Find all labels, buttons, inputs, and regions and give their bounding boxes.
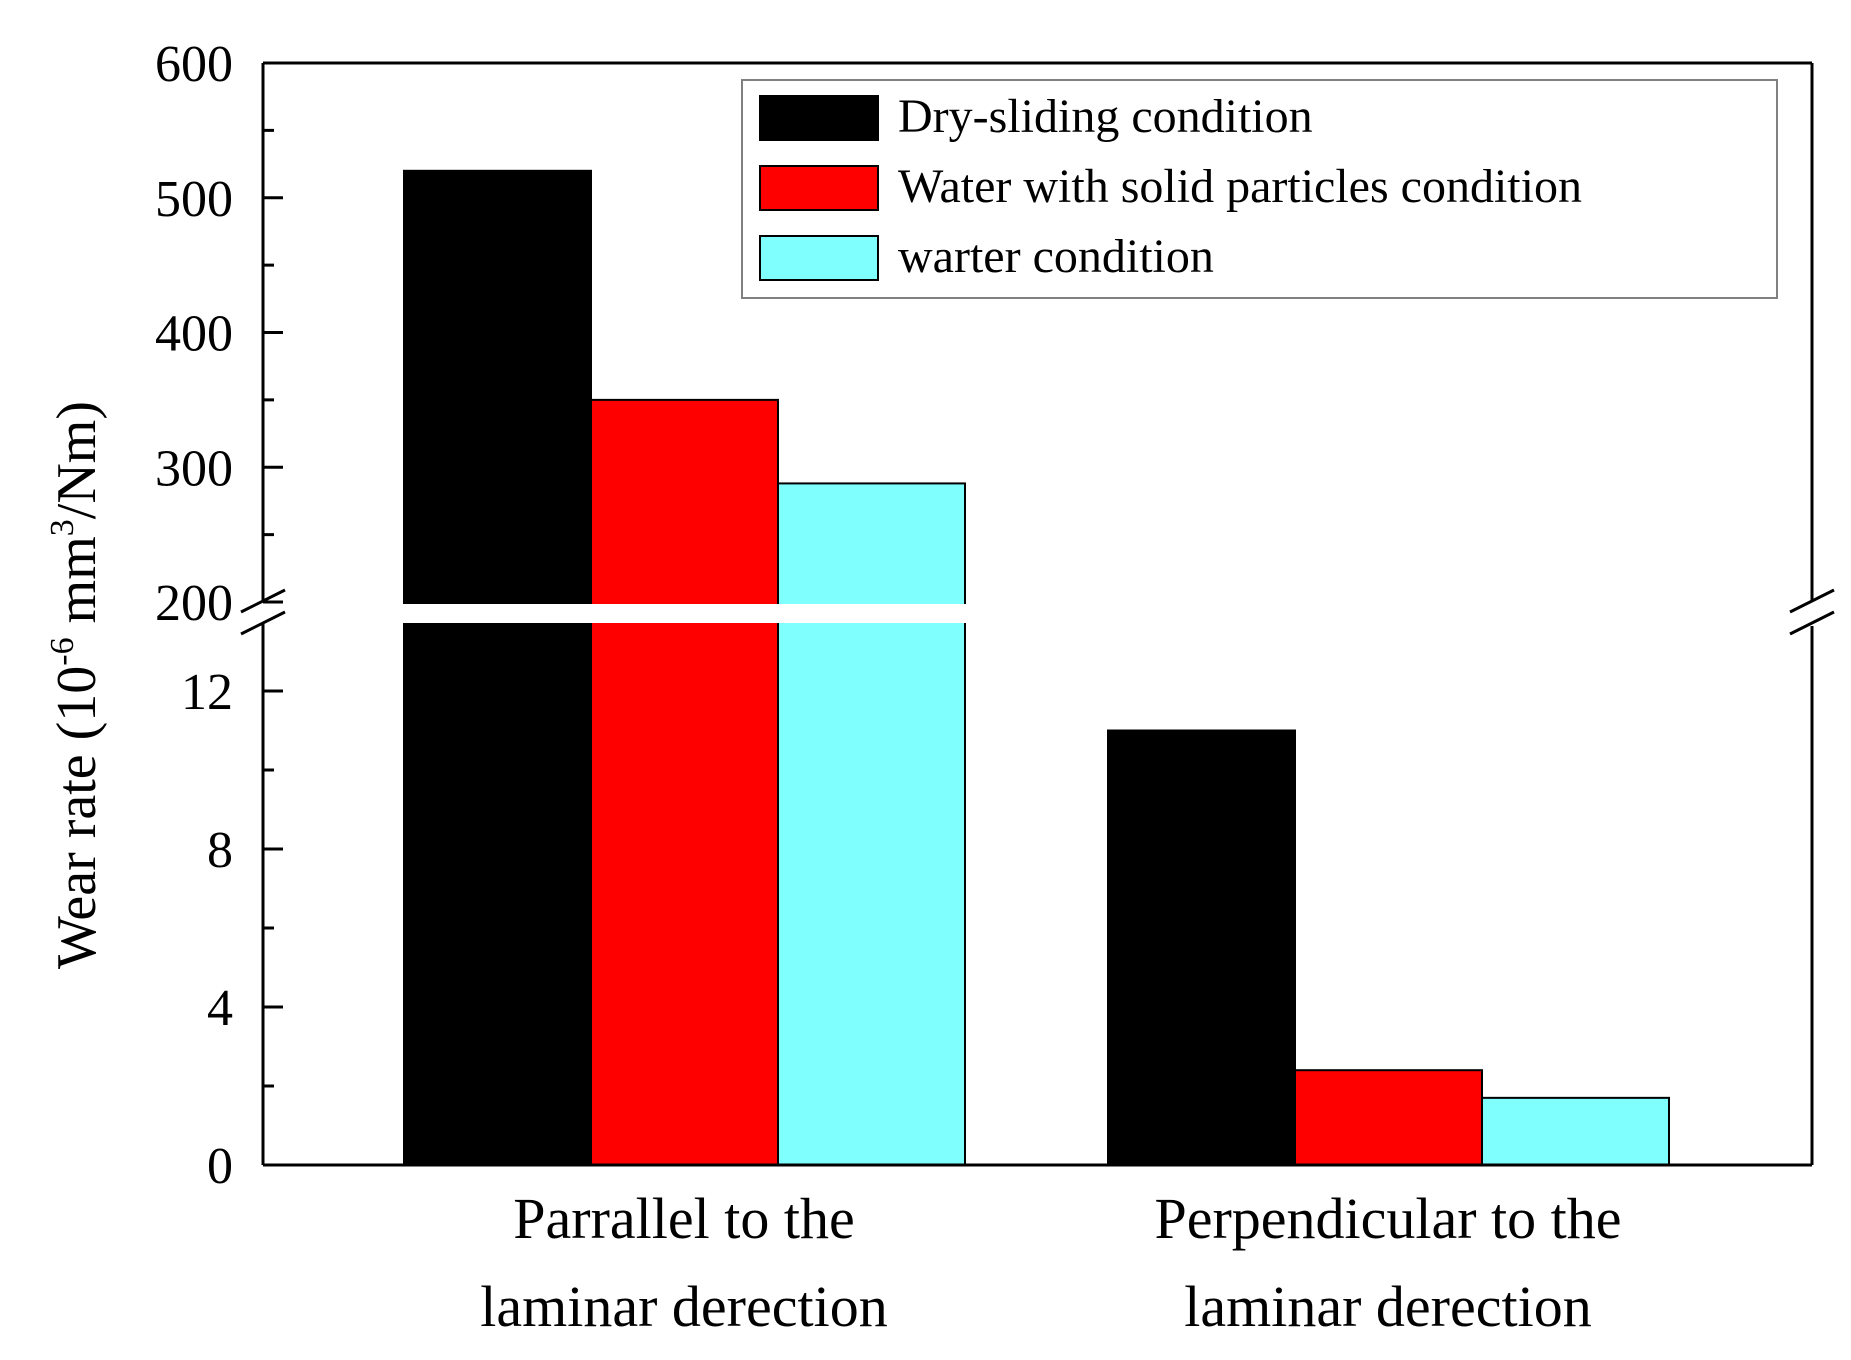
legend-label: Dry-sliding condition <box>898 90 1313 143</box>
y-tick-label: 500 <box>155 171 233 228</box>
x-category-label: Parrallel to the <box>513 1186 854 1251</box>
bar-2-cat-1 <box>590 398 779 1166</box>
legend-label: warter condition <box>898 230 1214 283</box>
y-tick-label: 200 <box>155 575 233 632</box>
bar-2-cat-2 <box>1294 1069 1483 1166</box>
legend-label: Water with solid particles condition <box>898 160 1582 213</box>
break-mark-left-1 <box>240 588 286 614</box>
x-category-label: Perpendicular to the <box>1154 1186 1621 1251</box>
legend-box <box>741 79 1778 299</box>
y-tick-label: 8 <box>207 822 233 879</box>
y-tick-label: 400 <box>155 306 233 363</box>
break-mark-right-1 <box>1789 588 1835 614</box>
y-axis-title: Wear rate (10-6 mm3/Nm) <box>44 401 108 969</box>
legend: Dry-sliding condition Water with solid pa… <box>741 79 1778 299</box>
y-ticks: 200 300 400 500 600 0 4 8 12 <box>155 36 283 1195</box>
legend-swatch-3 <box>759 235 879 281</box>
bar-3-cat-2 <box>1481 1096 1670 1166</box>
axis-break-marks <box>240 588 1835 636</box>
y-tick-label: 0 <box>207 1138 233 1195</box>
y-tick-label: 300 <box>155 440 233 497</box>
break-gap-band <box>243 604 1233 623</box>
bar-1-cat-2 <box>1107 729 1296 1166</box>
y-tick-label: 12 <box>181 664 233 721</box>
x-category-label: laminar derection <box>1184 1274 1591 1339</box>
y-tick-label: 600 <box>155 36 233 93</box>
bar-3-cat-1 <box>777 482 966 1167</box>
y-tick-label: 4 <box>207 980 233 1037</box>
bar-1-cat-1 <box>403 169 592 1167</box>
break-mark-left-2 <box>240 610 286 636</box>
legend-swatch-2 <box>759 165 879 211</box>
legend-swatch-1 <box>759 95 879 141</box>
break-mark-right-2 <box>1789 610 1835 636</box>
axis-break-gap <box>243 604 1233 623</box>
plot-frame <box>261 61 1814 1167</box>
x-category-label: laminar derection <box>480 1274 887 1339</box>
bars-layer <box>403 169 1670 1167</box>
x-category-labels: Parrallel to the laminar derection Perpend… <box>480 1186 1621 1339</box>
